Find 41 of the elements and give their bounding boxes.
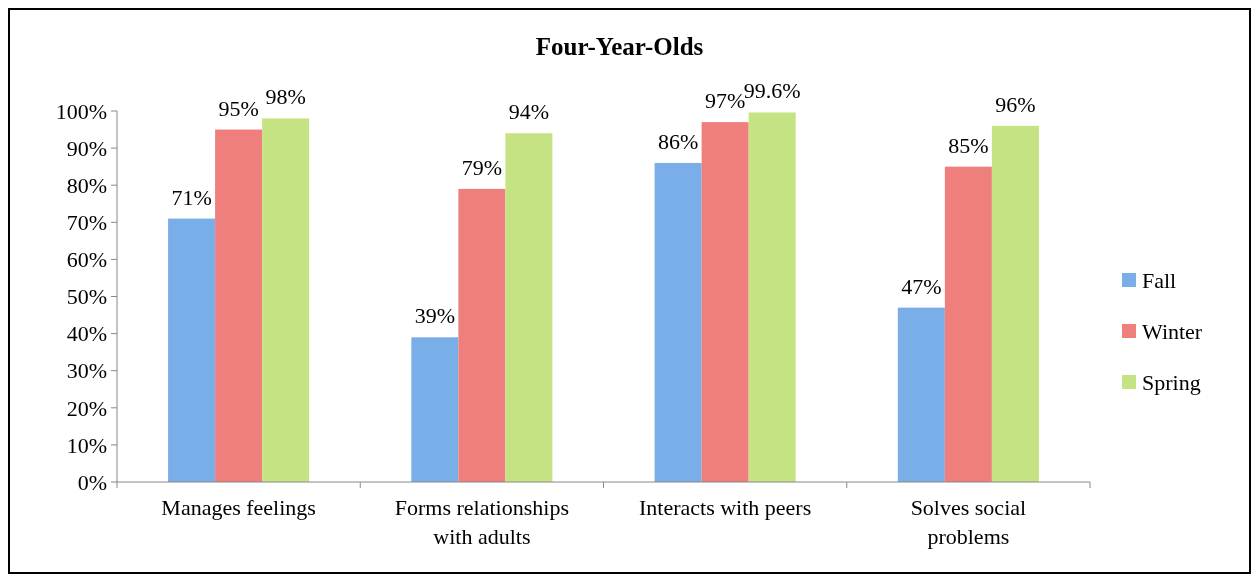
bar <box>458 188 506 482</box>
legend-label: Fall <box>1142 267 1177 293</box>
bar <box>168 218 216 482</box>
bar <box>505 133 553 482</box>
y-tick-label: 80% <box>66 172 107 198</box>
x-tick-label: Forms relationships with adults <box>394 495 569 549</box>
bar <box>411 337 459 482</box>
data-label: 79% <box>461 154 503 180</box>
y-tick-label: 0% <box>77 469 107 495</box>
data-label: 47% <box>901 273 942 299</box>
legend-label: Winter <box>1142 318 1203 344</box>
data-label: 39% <box>414 303 456 329</box>
bar <box>944 166 992 482</box>
y-tick-label: 10% <box>66 432 107 458</box>
x-tick-label: Manages feelings <box>161 495 316 520</box>
y-tick-label: 40% <box>66 321 107 347</box>
chart-title: Four-Year-Olds <box>535 33 704 60</box>
y-tick-label: 60% <box>66 247 107 273</box>
bar <box>701 122 749 482</box>
y-tick-label: 30% <box>66 358 107 384</box>
legend-label: Spring <box>1142 369 1201 395</box>
y-tick-label: 20% <box>66 395 107 421</box>
bar <box>654 162 702 482</box>
y-tick-label: 100% <box>55 98 107 124</box>
y-tick-label: 90% <box>66 135 107 161</box>
x-tick-label: Solves social problems <box>910 495 1027 549</box>
bar <box>991 125 1039 482</box>
y-tick-label: 70% <box>66 210 107 235</box>
bar <box>897 307 945 482</box>
data-label: 95% <box>218 95 259 121</box>
data-label: 98% <box>265 84 306 110</box>
data-label: 86% <box>657 128 699 154</box>
bar <box>748 112 796 482</box>
bar <box>262 118 310 482</box>
data-label: 94% <box>508 99 550 125</box>
y-tick-label: 50% <box>66 284 107 310</box>
bar <box>215 129 263 482</box>
data-label: 71% <box>171 184 212 210</box>
data-label: 96% <box>995 91 1036 117</box>
x-tick-label: Interacts with peers <box>638 495 812 520</box>
data-label: 85% <box>948 132 989 158</box>
